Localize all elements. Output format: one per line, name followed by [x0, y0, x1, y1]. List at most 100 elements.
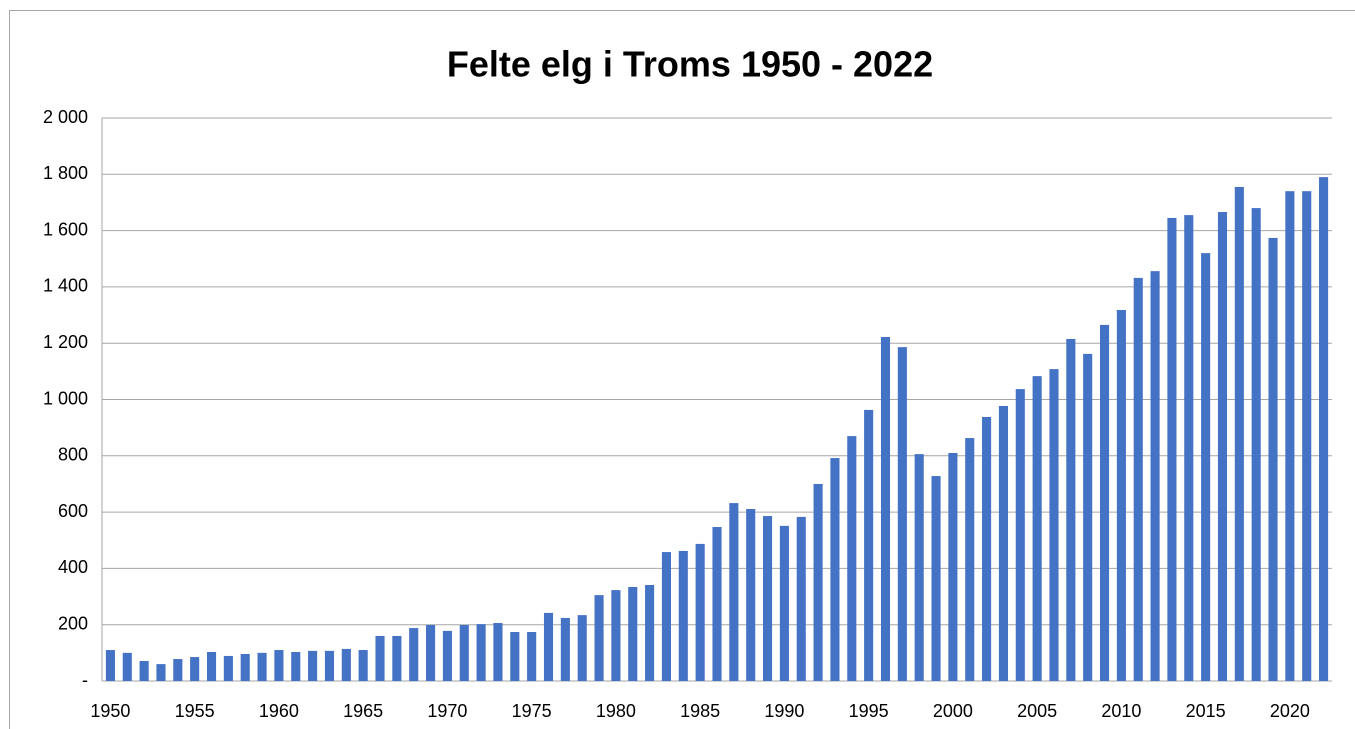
bar — [1049, 369, 1059, 681]
bar — [931, 476, 941, 681]
bar — [948, 452, 958, 681]
x-tick-label: 1950 — [90, 701, 130, 721]
bar — [324, 650, 335, 681]
bar — [459, 624, 469, 681]
bar — [206, 652, 217, 681]
x-tick-label: 1990 — [764, 701, 804, 721]
bar — [695, 543, 705, 681]
bar — [257, 652, 267, 681]
bar — [1184, 215, 1194, 681]
bar — [1133, 277, 1143, 681]
bar — [173, 659, 183, 681]
bar — [1201, 253, 1211, 681]
bar — [712, 527, 722, 681]
bar — [594, 595, 604, 681]
bar — [813, 483, 823, 681]
y-tick-label: 800 — [58, 445, 88, 465]
y-tick-label: 1 200 — [43, 332, 88, 352]
bar — [914, 454, 924, 681]
bar — [122, 652, 132, 681]
bar — [1099, 324, 1110, 681]
bar — [543, 612, 554, 681]
y-tick-label: 1 000 — [43, 388, 88, 408]
bar — [510, 632, 520, 681]
bar — [223, 655, 233, 681]
bar — [190, 657, 200, 681]
bar — [762, 516, 773, 681]
bar — [375, 635, 385, 681]
bar — [442, 630, 452, 681]
bar — [1116, 309, 1126, 681]
bar — [628, 586, 638, 681]
bar — [476, 624, 486, 681]
x-tick-label: 2010 — [1101, 701, 1141, 721]
bar — [291, 652, 301, 681]
y-tick-label: 1 400 — [43, 276, 88, 296]
x-tick-label: 1955 — [175, 701, 215, 721]
bar — [527, 632, 537, 681]
bar — [796, 516, 806, 681]
bar — [1251, 208, 1261, 681]
x-tick-label: 2020 — [1270, 701, 1310, 721]
bar — [611, 590, 621, 681]
x-tick-label: 1985 — [680, 701, 720, 721]
x-tick-label: 1970 — [427, 701, 467, 721]
x-tick-label: 2005 — [1017, 701, 1057, 721]
bar — [1319, 177, 1329, 682]
bar — [139, 661, 149, 681]
chart-title: Felte elg i Troms 1950 - 2022 — [447, 44, 933, 85]
bar — [1066, 338, 1076, 681]
bar — [1150, 271, 1160, 681]
bar — [392, 635, 402, 681]
bar — [729, 503, 739, 681]
bar — [830, 458, 840, 681]
bar — [965, 438, 975, 681]
x-tick-label: 1960 — [259, 701, 299, 721]
bar — [358, 650, 368, 681]
x-tick-label: 2015 — [1186, 701, 1226, 721]
y-tick-label: - — [82, 670, 88, 690]
bar — [779, 525, 789, 681]
bar — [1234, 186, 1244, 681]
bar — [847, 436, 857, 681]
bar — [240, 653, 250, 681]
x-tick-label: 2000 — [933, 701, 973, 721]
bar — [1015, 389, 1025, 681]
bar — [409, 628, 419, 681]
bar — [864, 409, 874, 681]
bar — [982, 416, 992, 681]
bar — [897, 347, 907, 681]
bar — [1285, 191, 1295, 681]
x-tick-label: 1975 — [512, 701, 552, 721]
bar — [493, 623, 503, 681]
y-tick-label: 2 000 — [43, 107, 88, 127]
y-tick-label: 600 — [58, 501, 88, 521]
bar — [156, 664, 166, 681]
bar — [308, 650, 318, 681]
bar — [577, 615, 587, 681]
x-tick-label: 1980 — [596, 701, 636, 721]
bar — [880, 337, 891, 681]
bar — [661, 552, 672, 681]
bar — [105, 650, 115, 681]
bar — [341, 648, 351, 681]
bar — [1268, 237, 1278, 681]
bar — [678, 550, 688, 681]
bar — [998, 405, 1008, 681]
bar — [1167, 217, 1177, 681]
bar — [274, 650, 284, 681]
bar — [426, 624, 436, 681]
bar — [1032, 376, 1042, 681]
y-tick-label: 1 600 — [43, 219, 88, 239]
x-tick-label: 1965 — [343, 701, 383, 721]
bar — [746, 509, 756, 681]
y-tick-label: 1 800 — [43, 163, 88, 183]
y-tick-label: 400 — [58, 557, 88, 577]
bar — [1217, 212, 1228, 681]
y-tick-label: 200 — [58, 613, 88, 633]
bar — [1302, 191, 1312, 681]
bar — [560, 617, 570, 681]
x-tick-label: 1995 — [849, 701, 889, 721]
bar — [1083, 353, 1093, 681]
